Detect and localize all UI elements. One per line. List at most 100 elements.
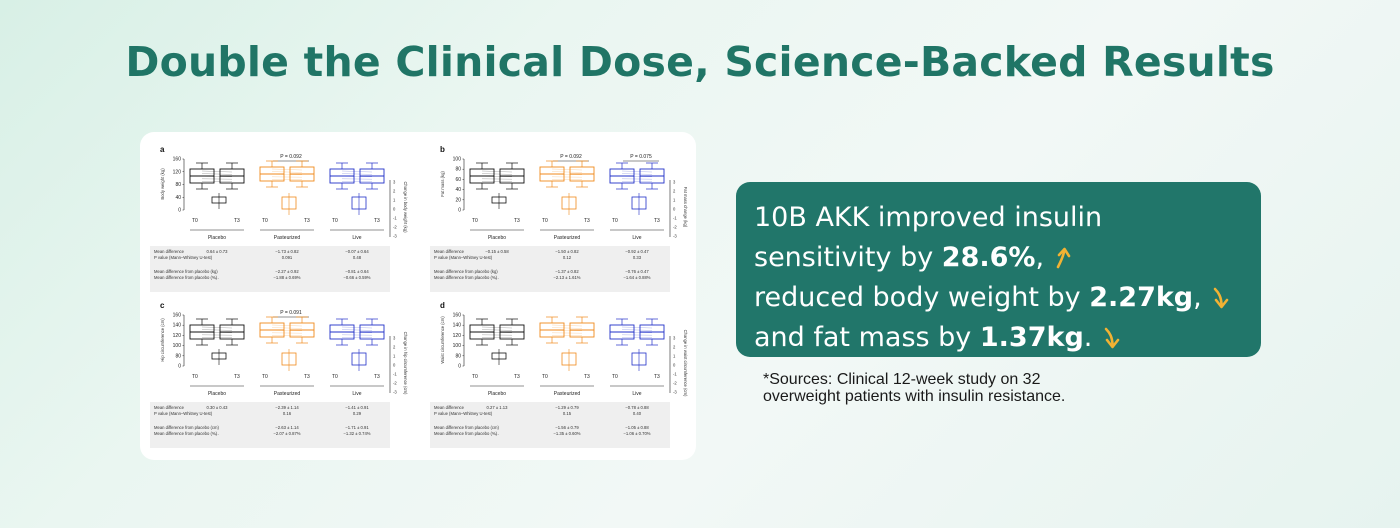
fat-text: and fat mass by [754, 322, 980, 353]
y-tick-label: 160 [173, 313, 182, 319]
timepoint-label: T0 [612, 218, 618, 224]
stats-row-label: Mean difference from placebo (%) [154, 431, 218, 436]
y2-tick-label: 3 [393, 180, 396, 185]
timepoint-label: T3 [654, 218, 660, 224]
stats-cell: 0.33 [633, 255, 642, 260]
stats-row-label: Mean difference [434, 405, 465, 410]
y2-tick-label: 0 [393, 207, 396, 212]
stats-cell: −0.07 ± 0.64 [345, 249, 369, 254]
paired-line [341, 329, 373, 331]
group-label: Pasteurized [554, 235, 581, 241]
stats-row-label: Mean difference from placebo (cm) [434, 425, 499, 430]
paired-line [341, 173, 373, 175]
stats-cell: −0.66 ± 0.59% [343, 275, 370, 280]
paired-line [551, 168, 583, 171]
timepoint-label: T3 [584, 218, 590, 224]
timepoint-label: T3 [374, 218, 380, 224]
paired-line [481, 176, 513, 177]
panel-label: a [160, 145, 165, 154]
stats-cell: −1.05 ± 0.88 [625, 425, 649, 430]
stats-row-label: Mean difference [154, 249, 185, 254]
timepoint-label: T0 [472, 218, 478, 224]
stats-cell: 0.15 [563, 411, 572, 416]
paired-line [481, 170, 513, 173]
stats-cell: −0.15 ± 0.58 [485, 249, 509, 254]
paired-line [271, 330, 303, 331]
y2-tick-label: 1 [393, 198, 396, 203]
stats-table [430, 246, 670, 292]
y-axis-label: Body weight (kg) [160, 168, 165, 200]
page-title: Double the Clinical Dose, Science-Backed… [125, 38, 1275, 86]
y-tick-label: 100 [453, 157, 462, 163]
stats-cell: ... [495, 431, 499, 436]
y2-tick-label: -1 [673, 372, 677, 377]
stats-cell: ... [215, 431, 219, 436]
stats-row-label: P value (Mann–Whitney U-test) [154, 411, 213, 416]
weight-punct: , [1193, 282, 1202, 313]
group-label: Pasteurized [274, 391, 301, 397]
stats-row-label: P value (Mann–Whitney U-test) [434, 411, 493, 416]
y2-tick-label: -2 [393, 225, 397, 230]
y2-tick-label: 2 [393, 189, 396, 194]
y2-tick-label: 2 [673, 345, 676, 350]
paired-line [201, 170, 233, 173]
y-tick-label: 0 [458, 208, 461, 214]
group-label: Live [352, 391, 361, 397]
timepoint-label: T0 [472, 374, 478, 380]
y2-tick-label: -2 [673, 381, 677, 386]
timepoint-label: T0 [612, 374, 618, 380]
stats-cell: −0.76 ± 0.47 [625, 269, 649, 274]
y-tick-label: 20 [455, 197, 461, 203]
group-label: Live [632, 391, 641, 397]
pvalue-label: P = 0.092 [280, 154, 302, 160]
stats-cell: 0.29 [353, 411, 362, 416]
timepoint-label: T0 [332, 374, 338, 380]
stats-row-label: Mean difference from placebo (%) [434, 431, 498, 436]
y-tick-label: 160 [453, 313, 462, 319]
stats-cell: −1.71 ± 0.91 [345, 425, 369, 430]
timepoint-label: T3 [514, 218, 520, 224]
stats-cell: −1.50 ± 0.82 [555, 249, 579, 254]
sources-note: *Sources: Clinical 12-week study on 32 o… [763, 371, 1183, 405]
callout-line-1: 10B AKK improved insulin [754, 198, 1243, 238]
timepoint-label: T0 [332, 218, 338, 224]
stats-table [150, 246, 390, 292]
stats-table [150, 402, 390, 448]
y-tick-label: 0 [178, 364, 181, 370]
y2-axis-label: Change in body weight (kg) [403, 182, 408, 234]
stats-cell: −1.41 ± 0.91 [345, 405, 369, 410]
paired-line [621, 170, 653, 173]
y-tick-label: 120 [173, 333, 182, 339]
y-tick-label: 140 [173, 323, 182, 329]
paired-line [341, 326, 373, 329]
stats-row-label: Mean difference [434, 249, 465, 254]
group-label: Placebo [488, 235, 506, 241]
paired-line [271, 171, 303, 173]
paired-line [341, 170, 373, 173]
paired-line [551, 330, 583, 331]
group-label: Live [352, 235, 361, 241]
paired-line [621, 176, 653, 177]
stats-cell: 0.48 [353, 255, 362, 260]
timepoint-label: T3 [584, 374, 590, 380]
stats-cell: 0.40 [633, 411, 642, 416]
group-label: Placebo [208, 391, 226, 397]
results-callout: 10B AKK improved insulin sensitivity by … [736, 182, 1261, 357]
stats-cell: 0.27 ± 1.13 [487, 405, 509, 410]
paired-line [621, 173, 653, 175]
callout-line-3: reduced body weight by 2.27kg, [754, 278, 1243, 318]
stats-cell: ... [215, 275, 219, 280]
stats-cell: −2.63 ± 1.14 [275, 425, 299, 430]
y2-tick-label: 1 [673, 354, 676, 359]
paired-line [201, 326, 233, 329]
y2-axis-label: Fat mass change (kg) [683, 187, 688, 228]
group-label: Placebo [208, 235, 226, 241]
paired-line [271, 168, 303, 171]
timepoint-label: T3 [304, 218, 310, 224]
y2-tick-label: 0 [673, 207, 676, 212]
y-tick-label: 0 [458, 364, 461, 370]
group-label: Live [632, 235, 641, 241]
y2-tick-label: 0 [673, 363, 676, 368]
panel-label: d [440, 301, 445, 310]
